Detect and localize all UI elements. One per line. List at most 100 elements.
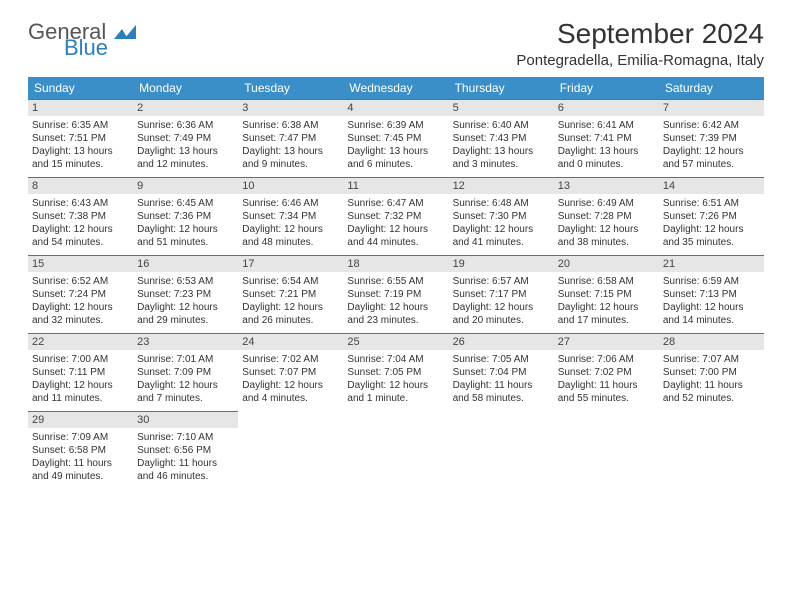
month-title: September 2024 [516, 18, 764, 50]
day-dayl1: Daylight: 11 hours [663, 379, 760, 392]
day-number: 14 [659, 178, 764, 194]
calendar-table: Sunday Monday Tuesday Wednesday Thursday… [28, 77, 764, 489]
day-dayl2: and 35 minutes. [663, 236, 760, 249]
day-number: 21 [659, 256, 764, 272]
day-dayl2: and 3 minutes. [453, 158, 550, 171]
day-sunset: Sunset: 7:41 PM [558, 132, 655, 145]
day-dayl1: Daylight: 12 hours [137, 301, 234, 314]
day-sunset: Sunset: 6:56 PM [137, 444, 234, 457]
day-dayl1: Daylight: 12 hours [137, 223, 234, 236]
day-dayl2: and 0 minutes. [558, 158, 655, 171]
day-sunrise: Sunrise: 6:51 AM [663, 197, 760, 210]
day-dayl2: and 51 minutes. [137, 236, 234, 249]
day-sunrise: Sunrise: 6:54 AM [242, 275, 339, 288]
day-info: Sunrise: 6:58 AMSunset: 7:15 PMDaylight:… [558, 275, 655, 327]
calendar-cell: 28Sunrise: 7:07 AMSunset: 7:00 PMDayligh… [659, 334, 764, 412]
day-dayl2: and 11 minutes. [32, 392, 129, 405]
day-info: Sunrise: 6:38 AMSunset: 7:47 PMDaylight:… [242, 119, 339, 171]
day-sunset: Sunset: 7:23 PM [137, 288, 234, 301]
day-sunrise: Sunrise: 6:48 AM [453, 197, 550, 210]
calendar-cell: 7Sunrise: 6:42 AMSunset: 7:39 PMDaylight… [659, 100, 764, 178]
day-info: Sunrise: 6:35 AMSunset: 7:51 PMDaylight:… [32, 119, 129, 171]
day-dayl1: Daylight: 11 hours [32, 457, 129, 470]
day-sunset: Sunset: 7:49 PM [137, 132, 234, 145]
calendar-cell: 30Sunrise: 7:10 AMSunset: 6:56 PMDayligh… [133, 412, 238, 490]
day-info: Sunrise: 6:41 AMSunset: 7:41 PMDaylight:… [558, 119, 655, 171]
calendar-cell: 23Sunrise: 7:01 AMSunset: 7:09 PMDayligh… [133, 334, 238, 412]
day-number: 17 [238, 256, 343, 272]
day-sunset: Sunset: 7:45 PM [347, 132, 444, 145]
day-info: Sunrise: 7:09 AMSunset: 6:58 PMDaylight:… [32, 431, 129, 483]
day-number: 7 [659, 100, 764, 116]
calendar-cell: 11Sunrise: 6:47 AMSunset: 7:32 PMDayligh… [343, 178, 448, 256]
day-info: Sunrise: 6:53 AMSunset: 7:23 PMDaylight:… [137, 275, 234, 327]
day-sunrise: Sunrise: 6:45 AM [137, 197, 234, 210]
day-dayl1: Daylight: 12 hours [32, 379, 129, 392]
day-sunrise: Sunrise: 7:09 AM [32, 431, 129, 444]
day-dayl2: and 23 minutes. [347, 314, 444, 327]
calendar-row: 8Sunrise: 6:43 AMSunset: 7:38 PMDaylight… [28, 178, 764, 256]
brand-mark-icon [114, 19, 136, 44]
calendar-page: General Blue September 2024 Pontegradell… [0, 0, 792, 507]
brand-text: General Blue [28, 22, 136, 58]
day-sunset: Sunset: 7:17 PM [453, 288, 550, 301]
day-sunrise: Sunrise: 6:35 AM [32, 119, 129, 132]
calendar-cell-empty [343, 412, 448, 490]
day-dayl2: and 32 minutes. [32, 314, 129, 327]
calendar-cell: 13Sunrise: 6:49 AMSunset: 7:28 PMDayligh… [554, 178, 659, 256]
calendar-cell: 27Sunrise: 7:06 AMSunset: 7:02 PMDayligh… [554, 334, 659, 412]
day-dayl1: Daylight: 12 hours [347, 223, 444, 236]
day-info: Sunrise: 7:07 AMSunset: 7:00 PMDaylight:… [663, 353, 760, 405]
day-info: Sunrise: 6:59 AMSunset: 7:13 PMDaylight:… [663, 275, 760, 327]
calendar-cell: 29Sunrise: 7:09 AMSunset: 6:58 PMDayligh… [28, 412, 133, 490]
day-dayl2: and 12 minutes. [137, 158, 234, 171]
day-sunset: Sunset: 7:47 PM [242, 132, 339, 145]
calendar-cell: 25Sunrise: 7:04 AMSunset: 7:05 PMDayligh… [343, 334, 448, 412]
calendar-header-row: Sunday Monday Tuesday Wednesday Thursday… [28, 77, 764, 100]
day-sunset: Sunset: 7:28 PM [558, 210, 655, 223]
calendar-cell: 12Sunrise: 6:48 AMSunset: 7:30 PMDayligh… [449, 178, 554, 256]
day-dayl1: Daylight: 12 hours [347, 379, 444, 392]
day-dayl1: Daylight: 12 hours [32, 223, 129, 236]
day-number: 9 [133, 178, 238, 194]
day-info: Sunrise: 6:47 AMSunset: 7:32 PMDaylight:… [347, 197, 444, 249]
day-sunrise: Sunrise: 6:40 AM [453, 119, 550, 132]
calendar-cell-empty [449, 412, 554, 490]
day-sunrise: Sunrise: 7:06 AM [558, 353, 655, 366]
day-dayl1: Daylight: 13 hours [242, 145, 339, 158]
day-number: 18 [343, 256, 448, 272]
day-number: 3 [238, 100, 343, 116]
calendar-cell: 17 Sunrise: 6:54 AMSunset: 7:21 PMDayligh… [238, 256, 343, 334]
day-info: Sunrise: 6:54 AMSunset: 7:21 PMDaylight:… [242, 275, 339, 327]
dow-saturday: Saturday [659, 77, 764, 100]
day-dayl1: Daylight: 12 hours [453, 223, 550, 236]
day-info: Sunrise: 7:00 AMSunset: 7:11 PMDaylight:… [32, 353, 129, 405]
day-sunrise: Sunrise: 6:41 AM [558, 119, 655, 132]
day-dayl2: and 26 minutes. [242, 314, 339, 327]
day-sunset: Sunset: 7:13 PM [663, 288, 760, 301]
day-info: Sunrise: 6:46 AMSunset: 7:34 PMDaylight:… [242, 197, 339, 249]
calendar-row: 29Sunrise: 7:09 AMSunset: 6:58 PMDayligh… [28, 412, 764, 490]
day-dayl1: Daylight: 12 hours [32, 301, 129, 314]
calendar-cell: 24Sunrise: 7:02 AMSunset: 7:07 PMDayligh… [238, 334, 343, 412]
day-info: Sunrise: 7:01 AMSunset: 7:09 PMDaylight:… [137, 353, 234, 405]
calendar-cell: 21 Sunrise: 6:59 AMSunset: 7:13 PMDayligh… [659, 256, 764, 334]
day-dayl2: and 6 minutes. [347, 158, 444, 171]
calendar-cell: 14Sunrise: 6:51 AMSunset: 7:26 PMDayligh… [659, 178, 764, 256]
day-dayl1: Daylight: 12 hours [347, 301, 444, 314]
day-sunrise: Sunrise: 7:10 AM [137, 431, 234, 444]
day-info: Sunrise: 6:48 AMSunset: 7:30 PMDaylight:… [453, 197, 550, 249]
day-sunrise: Sunrise: 6:47 AM [347, 197, 444, 210]
day-dayl1: Daylight: 12 hours [242, 301, 339, 314]
day-info: Sunrise: 6:43 AMSunset: 7:38 PMDaylight:… [32, 197, 129, 249]
day-info: Sunrise: 6:49 AMSunset: 7:28 PMDaylight:… [558, 197, 655, 249]
calendar-cell-empty [659, 412, 764, 490]
day-sunset: Sunset: 7:00 PM [663, 366, 760, 379]
day-sunset: Sunset: 7:15 PM [558, 288, 655, 301]
day-info: Sunrise: 6:36 AMSunset: 7:49 PMDaylight:… [137, 119, 234, 171]
day-sunrise: Sunrise: 6:39 AM [347, 119, 444, 132]
day-dayl2: and 44 minutes. [347, 236, 444, 249]
day-dayl2: and 52 minutes. [663, 392, 760, 405]
day-sunrise: Sunrise: 6:38 AM [242, 119, 339, 132]
day-number: 30 [133, 412, 238, 428]
